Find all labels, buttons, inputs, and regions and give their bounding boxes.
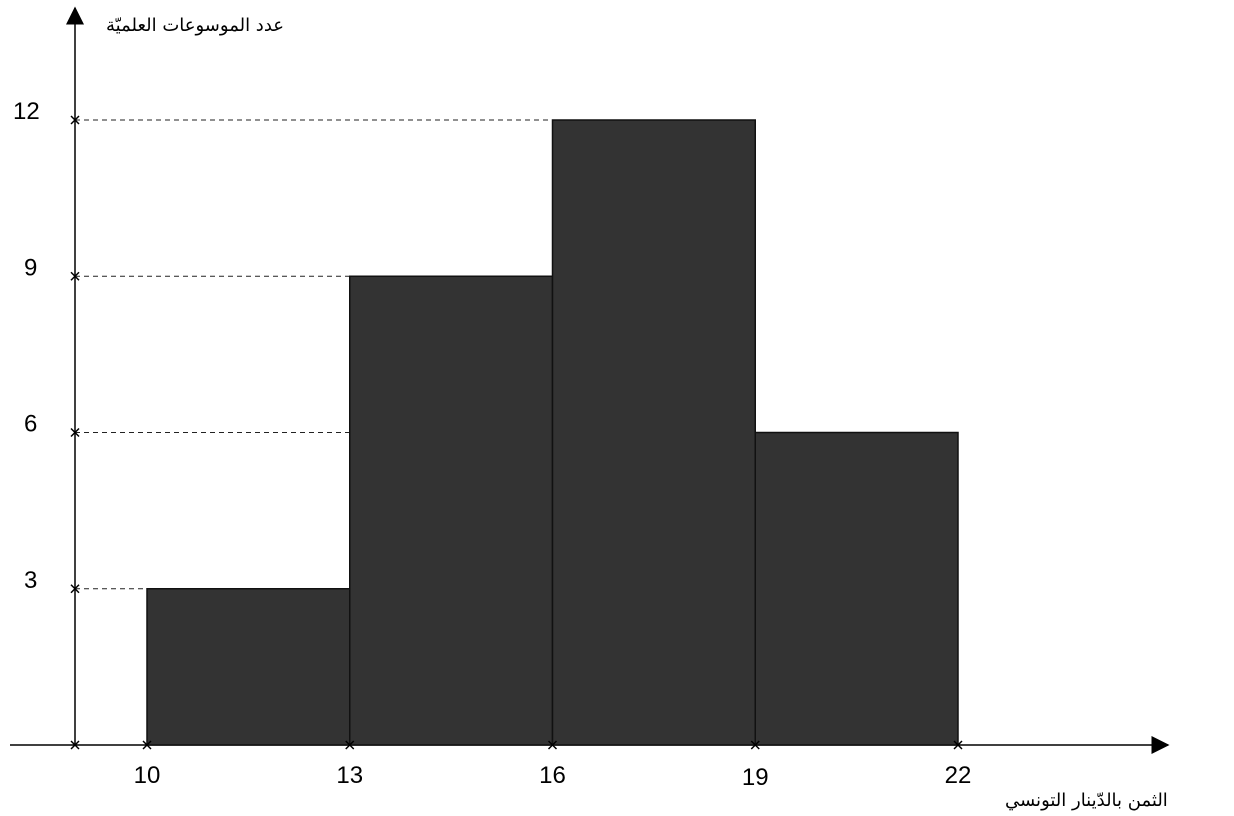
x-tick-mark-19-b <box>750 740 760 750</box>
histogram-bar-2 <box>349 275 554 746</box>
x-axis-title: الثمن بالدّينار التونسي <box>1005 790 1168 811</box>
tick-labels-group: 10 13 16 19 22 3 6 9 12 <box>13 98 971 791</box>
x-tick-label-16: 16 <box>539 762 566 789</box>
x-tick-mark-22-b <box>953 740 963 750</box>
y-axis-title: عدد الموسوعات العلميّة <box>106 15 284 36</box>
x-tick-label-13: 13 <box>336 762 363 789</box>
y-tick-label-6: 6 <box>24 411 37 438</box>
y-tick-mark-3-b <box>70 584 80 594</box>
x-tick-mark-10-b <box>142 740 152 750</box>
x-tick-mark-13-b <box>345 740 355 750</box>
x-tick-mark-16-b <box>547 740 558 750</box>
y-tick-label-3: 3 <box>24 567 37 594</box>
histogram-bar-4 <box>754 431 959 746</box>
y-tick-label-9: 9 <box>24 254 37 281</box>
x-tick-label-22: 22 <box>945 762 972 789</box>
x-tick-label-19: 19 <box>742 764 769 791</box>
y-tick-mark-6-b <box>70 427 80 438</box>
tick-marks-group <box>70 115 963 750</box>
bars-group <box>146 119 959 746</box>
histogram-bar-1 <box>146 588 351 746</box>
y-tick-mark-12-b <box>70 115 80 125</box>
x-tick-label-10: 10 <box>134 762 161 789</box>
y-tick-mark-9-b <box>70 271 80 281</box>
histogram-bar-3 <box>551 119 756 746</box>
origin-tick-mark-b <box>70 740 80 750</box>
y-tick-label-12: 12 <box>13 98 40 125</box>
